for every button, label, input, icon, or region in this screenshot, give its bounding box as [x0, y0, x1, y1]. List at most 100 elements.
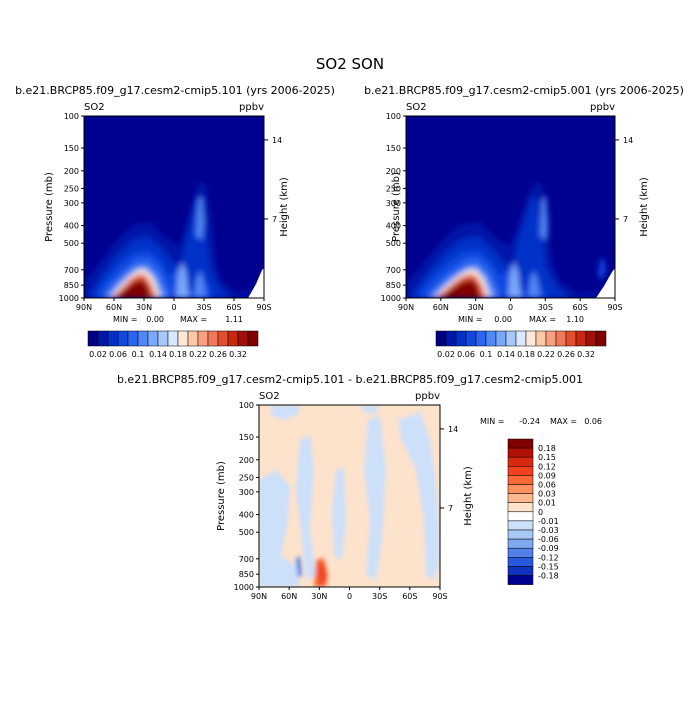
- colorbar-box: [465, 330, 477, 347]
- x-tick-label: 30S: [372, 592, 387, 601]
- y2-tick-label: 7: [272, 215, 277, 224]
- y-tick-label: 250: [239, 473, 254, 482]
- panel-2-y2label: Height (km): [639, 177, 650, 237]
- x-tick-label: 60S: [402, 592, 417, 601]
- colorbar-label: 0.32: [577, 350, 595, 359]
- colorbar-box: [485, 330, 497, 347]
- colorbar-box: [435, 330, 447, 347]
- colorbar-label: 0.26: [209, 350, 227, 359]
- panel-3-max-value: 0.06: [584, 417, 602, 426]
- colorbar-label: 0.14: [149, 350, 167, 359]
- colorbar-box: [247, 330, 259, 347]
- colorbar-label: 0.22: [537, 350, 555, 359]
- panel-1-x-ticks: 90N 60N 30N 0 30S 60S 90S: [76, 298, 272, 312]
- colorbar-label: 0.02: [89, 350, 107, 359]
- panel-1-subtitle: b.e21.BRCP85.f09_g17.cesm2-cmip5.101 (yr…: [15, 84, 335, 97]
- y-tick-label: 150: [64, 144, 79, 153]
- x-tick-label: 0: [171, 303, 176, 312]
- colorbar-box: [217, 330, 229, 347]
- y-tick-label: 200: [386, 167, 401, 176]
- colorbar-label: 0.06: [457, 350, 475, 359]
- colorbar-label: -0.09: [538, 544, 559, 553]
- y-tick-label: 250: [64, 184, 79, 193]
- y-tick-label: 400: [239, 511, 254, 520]
- x-tick-label: 90S: [432, 592, 447, 601]
- panel-3: b.e21.BRCP85.f09_g17.cesm2-cmip5.101 - b…: [117, 373, 602, 601]
- colorbar-box: [507, 493, 534, 503]
- panel-1-field: [84, 116, 264, 298]
- x-tick-label: 30S: [538, 303, 553, 312]
- panel-2-subtitle: b.e21.BRCP85.f09_g17.cesm2-cmip5.001 (yr…: [364, 84, 684, 97]
- x-tick-label: 30N: [136, 303, 152, 312]
- y-tick-label: 500: [64, 239, 79, 248]
- colorbar-label: 0.03: [538, 490, 556, 499]
- colorbar-label: -0.03: [538, 526, 559, 535]
- colorbar-label: 0.02: [437, 350, 455, 359]
- x-tick-label: 0: [347, 592, 352, 601]
- colorbar-label: 0.01: [538, 499, 556, 508]
- main-title: SO2 SON: [316, 55, 384, 73]
- colorbar-box: [515, 330, 527, 347]
- panel-2-units: ppbv: [590, 102, 615, 113]
- panel-2-colorbar: [435, 330, 607, 347]
- colorbar-box: [455, 330, 467, 347]
- x-tick-label: 90S: [256, 303, 271, 312]
- colorbar-box: [507, 520, 534, 531]
- panel-2-x-ticks: 90N 60N 30N 0 30S 60S 90S: [398, 298, 623, 312]
- colorbar-box: [475, 330, 487, 347]
- colorbar-box: [507, 538, 534, 549]
- y-tick-label: 1000: [381, 294, 401, 303]
- x-tick-label: 60S: [573, 303, 588, 312]
- panel-3-y-ticks: 100 150 200 250 300 400 500 700 850 1000: [234, 401, 259, 592]
- y-tick-label: 1000: [59, 294, 79, 303]
- colorbar-label: 0.12: [538, 462, 556, 471]
- panel-3-ylabel: Pressure (mb): [216, 461, 227, 531]
- panel-2: b.e21.BRCP85.f09_g17.cesm2-cmip5.001 (yr…: [364, 84, 684, 359]
- x-tick-label: 30S: [196, 303, 211, 312]
- y-tick-label: 100: [386, 112, 401, 121]
- colorbar-label: 0.1: [132, 350, 145, 359]
- colorbar-label: 0.22: [189, 350, 207, 359]
- panel-3-colorbar-labels: 0.180.150.120.090.060.030.010-0.01-0.03-…: [538, 444, 559, 580]
- x-tick-label: 60N: [281, 592, 297, 601]
- colorbar-box: [507, 547, 534, 558]
- colorbar-label: 0.09: [538, 471, 556, 480]
- colorbar-box: [507, 557, 534, 567]
- x-tick-label: 90S: [607, 303, 622, 312]
- colorbar-box: [207, 330, 219, 347]
- colorbar-box: [197, 330, 209, 347]
- colorbar-label: 0.18: [517, 350, 535, 359]
- panel-1-max-value: 1.11: [225, 315, 243, 324]
- y-tick-label: 150: [239, 433, 254, 442]
- y-tick-label: 850: [64, 281, 79, 290]
- colorbar-box: [507, 511, 534, 522]
- panel-3-subtitle: b.e21.BRCP85.f09_g17.cesm2-cmip5.101 - b…: [117, 373, 583, 386]
- y-tick-label: 100: [64, 112, 79, 121]
- panel-1-min-value: 0.00: [146, 315, 164, 324]
- y2-tick-label: 7: [623, 215, 628, 224]
- panel-3-y2label: Height (km): [463, 466, 474, 526]
- y2-tick-label: 14: [272, 136, 282, 145]
- colorbar-box: [445, 330, 457, 347]
- colorbar-box: [507, 447, 534, 458]
- panel-2-max-label: MAX =: [529, 315, 556, 324]
- x-tick-label: 60N: [433, 303, 449, 312]
- x-tick-label: 60S: [226, 303, 241, 312]
- colorbar-box: [107, 330, 119, 347]
- y-tick-label: 700: [386, 266, 401, 275]
- panel-3-max-label: MAX =: [550, 417, 577, 426]
- panel-2-y-ticks: 100 150 200 250 300 400 500 700 850 1000: [381, 112, 406, 303]
- colorbar-box: [97, 330, 109, 347]
- y-tick-label: 200: [239, 456, 254, 465]
- x-tick-label: 90N: [76, 303, 92, 312]
- colorbar-box: [535, 330, 547, 347]
- x-tick-label: 90N: [251, 592, 267, 601]
- colorbar-box: [555, 330, 567, 347]
- x-tick-label: 30N: [468, 303, 484, 312]
- colorbar-box: [495, 330, 507, 347]
- y-tick-label: 1000: [234, 583, 254, 592]
- colorbar-box: [565, 330, 577, 347]
- y-tick-label: 300: [239, 488, 254, 497]
- colorbar-box: [507, 566, 534, 576]
